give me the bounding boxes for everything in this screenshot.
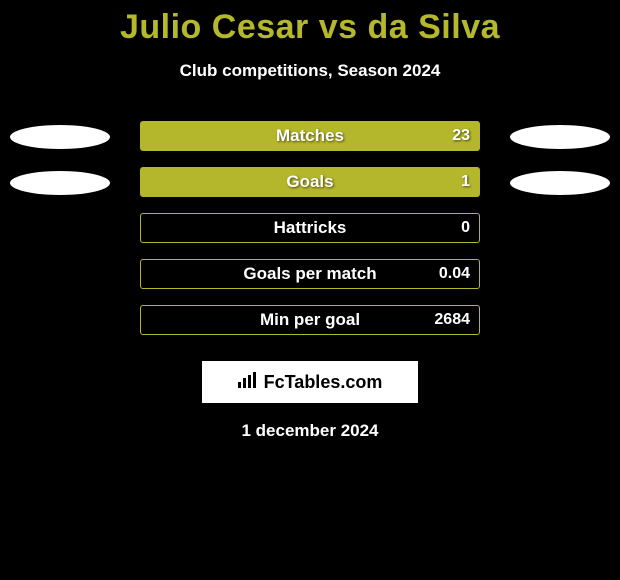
bar-fill bbox=[141, 168, 479, 196]
subtitle: Club competitions, Season 2024 bbox=[0, 61, 620, 81]
player-right-marker bbox=[510, 125, 610, 149]
stat-row: Matches23 bbox=[0, 121, 620, 167]
comparison-chart: Matches23Goals1Hattricks0Goals per match… bbox=[0, 121, 620, 351]
stat-row: Goals per match0.04 bbox=[0, 259, 620, 305]
player-left-marker bbox=[10, 125, 110, 149]
player-right-marker bbox=[510, 171, 610, 195]
logo-text: FcTables.com bbox=[264, 372, 383, 393]
bar-fill bbox=[141, 122, 479, 150]
chart-icon bbox=[238, 372, 258, 393]
player-left-marker bbox=[10, 171, 110, 195]
stat-row: Goals1 bbox=[0, 167, 620, 213]
bar-track bbox=[140, 213, 480, 243]
bar-track bbox=[140, 121, 480, 151]
bar-track bbox=[140, 259, 480, 289]
stat-row: Hattricks0 bbox=[0, 213, 620, 259]
page-title: Julio Cesar vs da Silva bbox=[0, 0, 620, 47]
bar-track bbox=[140, 167, 480, 197]
bar-track bbox=[140, 305, 480, 335]
date-line: 1 december 2024 bbox=[0, 421, 620, 441]
fctables-logo[interactable]: FcTables.com bbox=[202, 361, 418, 403]
stat-row: Min per goal2684 bbox=[0, 305, 620, 351]
